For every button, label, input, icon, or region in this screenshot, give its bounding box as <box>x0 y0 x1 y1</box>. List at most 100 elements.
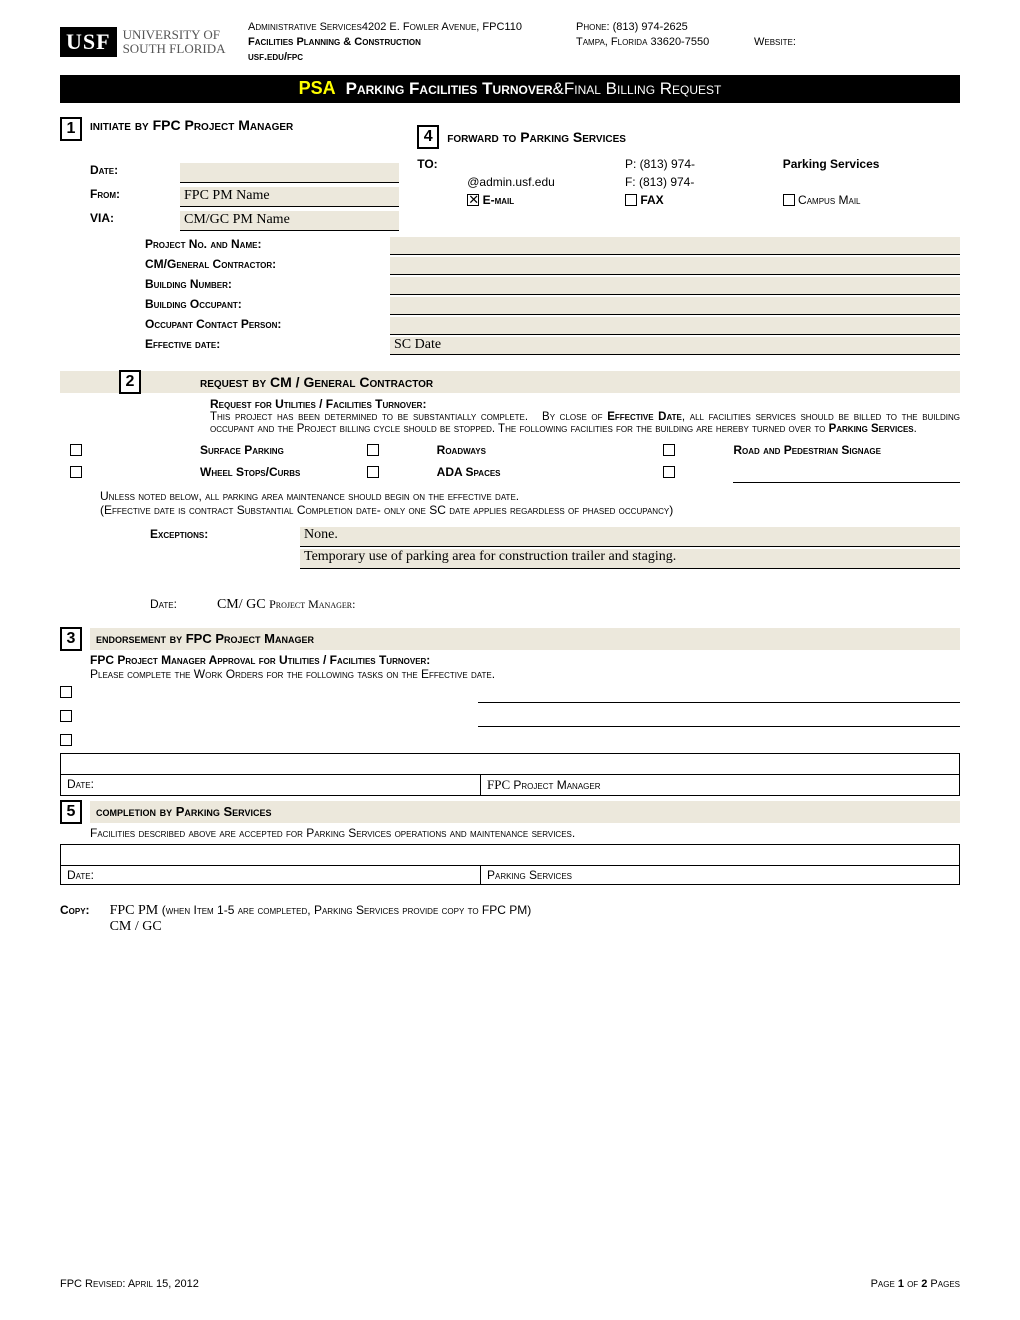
copy-block: Copy: FPC PM (when Item 1-5 are complete… <box>60 903 960 935</box>
checkbox-fax[interactable] <box>625 194 637 206</box>
cb-roadways[interactable] <box>367 444 379 456</box>
proj-contact-field[interactable] <box>390 317 960 335</box>
sec3-date-label[interactable]: Date: <box>61 775 481 795</box>
sec1-date-label: Date: <box>90 163 180 177</box>
sec3-cb3[interactable] <box>60 734 72 746</box>
cb-ada-spaces[interactable] <box>367 466 379 478</box>
hdr-street: 4202 E. Fowler Avenue, FPC110 <box>362 21 522 33</box>
proj-cm-label: CM/General Contractor: <box>145 257 390 275</box>
hdr-url: usf.edu/fpc <box>248 51 303 63</box>
phone-value: (813) 974-2625 <box>613 21 688 33</box>
copy-line2: CM / GC <box>110 919 532 935</box>
header-address: Administrative Services4202 E. Fowler Av… <box>248 20 568 65</box>
sec2-checkbox-grid: Surface Parking Roadways Road and Pedest… <box>60 443 960 483</box>
project-block: Project No. and Name: CM/General Contrac… <box>60 237 960 355</box>
sec2-number: 2 <box>119 370 141 394</box>
proj-bldg-occ-field[interactable] <box>390 297 960 315</box>
sec2-text: This project has been determined to be s… <box>210 411 960 435</box>
hdr-dept: Facilities Planning & Construction <box>248 36 421 48</box>
copy-line1a: FPC PM <box>110 903 162 918</box>
logo-line2: SOUTH FLORIDA <box>123 41 226 56</box>
exceptions-line2[interactable]: Temporary use of parking area for constr… <box>300 549 960 569</box>
sec1-from-field[interactable]: FPC PM Name <box>180 187 399 207</box>
sec5-body: Facilities described above are accepted … <box>60 826 960 840</box>
sec1-number: 1 <box>60 117 82 141</box>
sec2-date-label: Date: <box>150 597 177 613</box>
title-psa: PSA <box>299 78 336 99</box>
title-rest: Final Billing Request <box>564 79 721 99</box>
lbl-ada: ADA Spaces <box>397 465 664 479</box>
sec2-heading: request by CM / General Contractor <box>200 374 960 390</box>
proj-bldg-no-field[interactable] <box>390 277 960 295</box>
exceptions-line1[interactable]: None. <box>300 527 960 547</box>
copy-line1b: (when Item 1-5 are completed, Parking Se… <box>162 903 532 917</box>
sec3-number: 3 <box>60 627 82 651</box>
sec3-line2[interactable] <box>478 709 960 727</box>
sec4-number: 4 <box>417 125 439 149</box>
lbl-wheel: Wheel Stops/Curbs <box>100 465 367 479</box>
website-label: Website: <box>754 36 796 48</box>
footer-right: Page 1 of 2 Pages <box>871 1278 960 1290</box>
cb-signage[interactable] <box>663 444 675 456</box>
proj-bldg-occ-label: Building Occupant: <box>145 297 390 315</box>
sec2-body: Request for Utilities / Facilities Turno… <box>60 397 960 435</box>
sec3-cb2[interactable] <box>60 710 72 722</box>
sec1-via-label: VIA: <box>90 211 180 225</box>
sec1-from-label: From: <box>90 187 180 201</box>
sec5-blank-row[interactable] <box>60 844 960 866</box>
label-email: E-mail <box>483 193 515 207</box>
exceptions-label: Exceptions: <box>150 527 290 569</box>
logo-text: UNIVERSITY OF SOUTH FLORIDA <box>123 28 226 55</box>
header-phone: Phone: (813) 974-2625 Tampa, Florida 336… <box>576 20 746 50</box>
sec3-heading: endorsement by FPC Project Manager <box>90 628 960 650</box>
sec2-bar: 2 request by CM / General Contractor <box>60 371 960 393</box>
hdr-city: Tampa, Florida 33620-7550 <box>576 36 709 48</box>
logo: USF UNIVERSITY OF SOUTH FLORIDA <box>60 20 240 64</box>
sec1-date-field[interactable] <box>180 163 399 183</box>
sec3-sig-row: Date: FPC Project Manager <box>60 775 960 796</box>
proj-contact-label: Occupant Contact Person: <box>145 317 390 335</box>
sec3-header: 3 endorsement by FPC Project Manager <box>60 627 960 651</box>
proj-cm-field[interactable] <box>390 257 960 275</box>
label-fax: FAX <box>640 193 663 207</box>
sec5-header: 5 completion by Parking Services <box>60 800 960 824</box>
title-bold: Parking Facilities Turnover <box>346 79 553 99</box>
sec2-note2: (Effective date is contract Substantial … <box>60 503 960 517</box>
title-amp: & <box>553 79 564 99</box>
sec5-number: 5 <box>60 800 82 824</box>
sections-1-4: 1 initiate by FPC Project Manager Date: … <box>60 117 960 231</box>
copy-label: Copy: <box>60 903 90 935</box>
logo-mark: USF <box>60 27 117 57</box>
proj-eff-field[interactable]: SC Date <box>390 337 960 355</box>
sec5-sig-label[interactable]: Parking Services <box>481 866 959 884</box>
sec2-subheading: Request for Utilities / Facilities Turno… <box>210 397 960 411</box>
cb-wheel-stops[interactable] <box>70 466 82 478</box>
cb-surface-parking[interactable] <box>70 444 82 456</box>
blank-line[interactable] <box>733 465 960 483</box>
sec4-phone: P: (813) 974- <box>625 157 773 171</box>
sec3-body: Please complete the Work Orders for the … <box>90 667 960 681</box>
sec3-sub: FPC Project Manager Approval for Utiliti… <box>90 653 960 667</box>
sec3-line1[interactable] <box>478 685 960 703</box>
sec1-heading: initiate by FPC Project Manager <box>90 117 293 133</box>
sec5-sig-row: Date: Parking Services <box>60 866 960 885</box>
sec5-date-label[interactable]: Date: <box>61 866 481 884</box>
sec2-note1: Unless noted below, all parking area mai… <box>60 489 960 503</box>
proj-eff-label: Effective date: <box>145 337 390 355</box>
section-4: 4 forward to Parking Services TO: P: (81… <box>417 117 960 231</box>
sec4-email: @admin.usf.edu <box>467 175 615 189</box>
lbl-surface: Surface Parking <box>100 443 367 457</box>
page-footer: FPC Revised: April 15, 2012 Page 1 of 2 … <box>60 1278 960 1290</box>
checkbox-email[interactable] <box>467 194 479 206</box>
sec3-cb1[interactable] <box>60 686 72 698</box>
cb-blank[interactable] <box>663 466 675 478</box>
sec5-heading: completion by Parking Services <box>90 801 960 823</box>
checkbox-campus-mail[interactable] <box>783 194 795 206</box>
header-website: Website: <box>754 20 796 50</box>
sec3-blank-row[interactable] <box>60 753 960 775</box>
footer-left: FPC Revised: April 15, 2012 <box>60 1278 199 1290</box>
proj-bldg-no-label: Building Number: <box>145 277 390 295</box>
sec1-via-field[interactable]: CM/GC PM Name <box>180 211 399 231</box>
proj-no-field[interactable] <box>390 237 960 255</box>
lbl-signage: Road and Pedestrian Signage <box>693 443 960 457</box>
